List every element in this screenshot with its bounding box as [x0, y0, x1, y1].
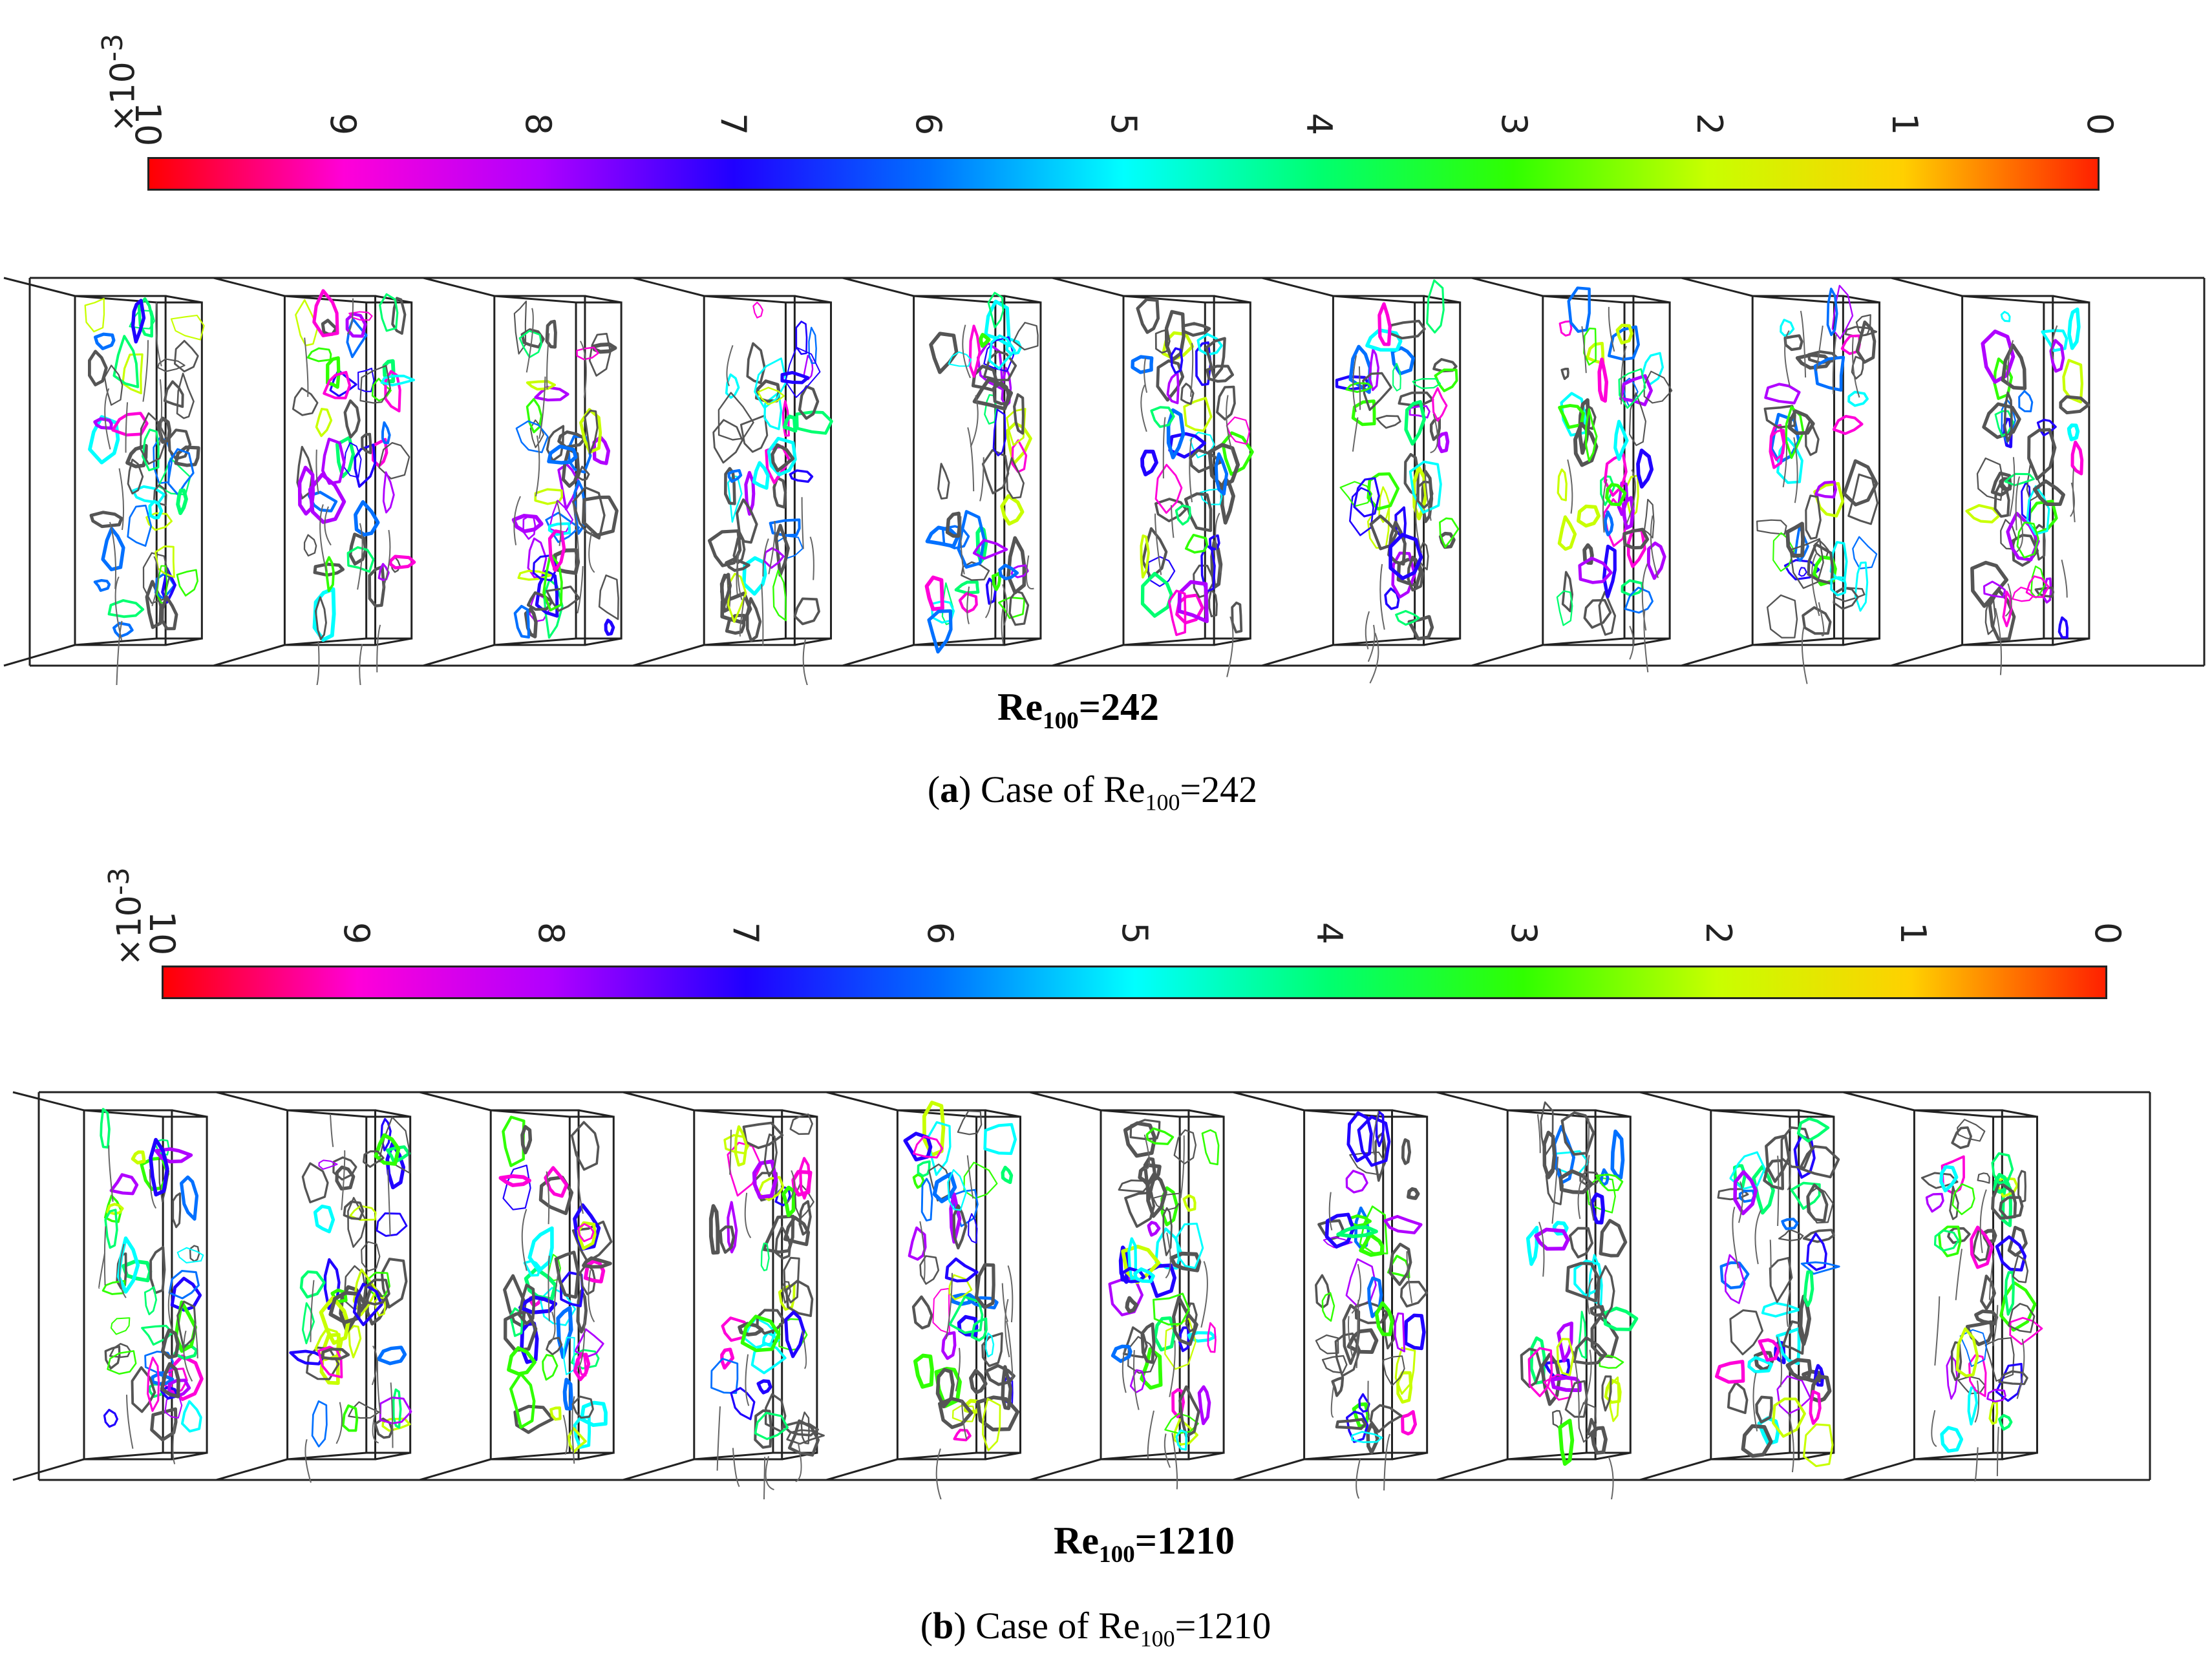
vortex-structures: [511, 301, 619, 639]
domain-box: [213, 277, 416, 685]
outer-box: [37, 1091, 2151, 1481]
vortex-structures: [292, 289, 416, 685]
domain-box: [423, 277, 622, 667]
colorbar-tick-label: 2: [1689, 112, 1730, 136]
colorbar-tick-label: 2: [1698, 922, 1739, 945]
domain-box: [1681, 277, 1881, 684]
domain-box: [216, 1091, 412, 1483]
colorbar-tick-label: 7: [713, 112, 754, 136]
vortex-structures: [1131, 297, 1254, 677]
vortex-structures: [924, 291, 1039, 654]
domain-box: [1029, 1091, 1225, 1490]
colorbar-tick-label: 6: [920, 922, 961, 945]
vortex-structures: [1756, 284, 1878, 684]
domain-box: [3, 277, 205, 685]
colorbar-tick-label: 4: [1299, 112, 1339, 136]
domain-box: [1842, 1091, 2043, 1482]
colorbar-tick-label: 10: [142, 911, 182, 956]
domain-box: [1233, 1091, 1429, 1499]
colorbar-tick-label: 9: [323, 112, 363, 136]
colorbar-tick-label: 4: [1309, 922, 1350, 945]
vortex-structures: [1556, 286, 1673, 673]
colorbar-tick-label: 0: [2087, 922, 2128, 945]
colorbar-tick-label: 6: [908, 112, 949, 136]
vortex-structures: [84, 297, 205, 685]
vortex-structures: [498, 1115, 613, 1464]
vortex-structures: [708, 1114, 825, 1499]
colorbar-tick-label: 7: [725, 922, 766, 945]
vortex-structures: [1920, 1119, 2043, 1482]
colorbar-tick-label: 3: [1494, 112, 1535, 136]
colorbar-tick-label: 9: [336, 922, 377, 945]
vortex-structures: [1315, 1110, 1428, 1499]
domain-box: [12, 1091, 208, 1481]
re-label-a: Re100=242: [997, 686, 1159, 734]
vortex-structures: [98, 1108, 204, 1464]
domain-box: [632, 277, 833, 685]
colorbar-tick-label: 5: [1114, 922, 1155, 945]
vortex-structures: [1108, 1119, 1220, 1490]
colorbar-b: [162, 966, 2107, 999]
domain-box: [1639, 1091, 1840, 1481]
domain-box: [1471, 277, 1673, 673]
domain-box: [1891, 277, 2090, 675]
colorbar-tick-label: 8: [531, 922, 571, 945]
outer-box: [28, 277, 2206, 667]
vortex-structures: [1520, 1101, 1639, 1499]
domain-series-b: [12, 1091, 2151, 1499]
vortex-structures: [289, 1114, 412, 1483]
domain-box: [419, 1091, 615, 1481]
domain-series-a: [3, 277, 2206, 685]
colorbar-a: [147, 157, 2100, 191]
colorbar-tick-label: 10: [127, 101, 168, 147]
domain-box: [825, 1091, 1021, 1499]
domain-box: [842, 277, 1042, 667]
domain-box: [1052, 277, 1254, 677]
vortex-structures: [1335, 279, 1460, 684]
vortex-structures: [1965, 307, 2090, 675]
colorbar-tick-label: 3: [1504, 922, 1544, 945]
colorbar-tick-label: 8: [518, 112, 558, 136]
colorbar-tick-label: 0: [2079, 112, 2120, 136]
caption-b: (b) Case of Re100=1210: [920, 1605, 1271, 1652]
vortex-structures: [1715, 1117, 1840, 1473]
caption-a: (a) Case of Re100=242: [927, 768, 1258, 816]
colorbar-tick-label: 1: [1884, 112, 1925, 136]
domain-box: [622, 1091, 825, 1499]
colorbar-tick-label: 5: [1103, 112, 1144, 136]
re-label-b: Re100=1210: [1054, 1519, 1235, 1568]
domain-box: [1436, 1091, 1639, 1499]
colorbar-tick-label: 1: [1893, 922, 1933, 945]
domain-box: [1261, 277, 1462, 684]
vortex-structures: [707, 301, 833, 685]
vortex-structures: [903, 1101, 1020, 1499]
